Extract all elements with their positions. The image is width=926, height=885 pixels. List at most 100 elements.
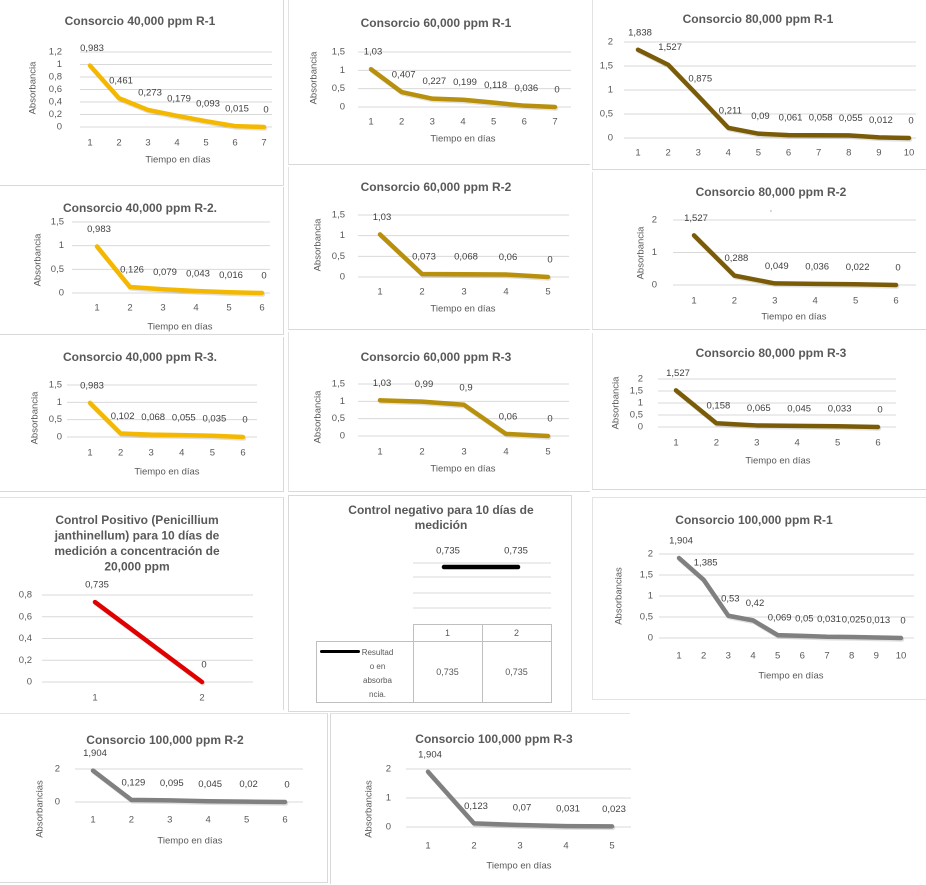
series-line-shadow [639, 51, 910, 139]
y-tick-label: 1 [386, 793, 391, 804]
chart-title: Consorcio 100,000 ppm R-1 [675, 513, 833, 527]
series-line [380, 400, 548, 436]
x-tick-label: 4 [193, 303, 198, 314]
y-tick-label: 2 [55, 764, 60, 775]
x-tick-label: 4 [179, 448, 184, 459]
y-tick-label: 1,5 [630, 386, 643, 397]
data-label: 1,385 [694, 557, 718, 568]
x-tick-label: 2 [419, 287, 424, 298]
y-tick-label: 1,5 [640, 570, 653, 581]
data-label: 0,068 [141, 412, 165, 423]
data-label: 0 [263, 105, 268, 116]
x-tick-label: 1 [691, 296, 696, 307]
data-label: 0 [895, 263, 900, 274]
data-label: 0,055 [839, 113, 863, 124]
x-tick-label: 1 [94, 303, 99, 314]
x-tick-label: 4 [503, 287, 508, 298]
data-table-corner [317, 625, 414, 642]
x-tick-label: 9 [876, 148, 881, 159]
x-tick-label: 2 [199, 693, 204, 704]
x-tick-label: 3 [461, 287, 466, 298]
data-label: 0,9 [459, 382, 472, 393]
data-label: 0,073 [412, 251, 436, 262]
data-label: 0,065 [747, 403, 771, 414]
data-label: 0,123 [464, 801, 488, 812]
data-label: 0,129 [122, 777, 146, 788]
data-label: 0,288 [725, 253, 749, 264]
x-tick-label: 3 [430, 117, 435, 128]
y-axis-title: Absorbancia [313, 390, 324, 444]
data-label: 1,838 [628, 27, 652, 38]
x-axis-title: Tiempo en días [486, 861, 551, 872]
x-tick-label: 6 [259, 303, 264, 314]
y-tick-label: 1 [638, 398, 643, 409]
x-tick-label: 9 [874, 651, 879, 662]
data-label: 0,05 [795, 613, 814, 624]
data-label: 0,99 [415, 379, 434, 390]
x-tick-label: 3 [754, 438, 759, 449]
y-tick-label: 1,5 [49, 380, 62, 391]
data-label: 1,03 [373, 378, 392, 389]
chart-title: Consorcio 60,000 ppm R-3 [361, 350, 512, 364]
y-axis-title: Absorbancia [28, 61, 39, 115]
data-label: 0 [908, 116, 913, 127]
y-tick-label: 0,5 [630, 410, 643, 421]
data-label: 0,158 [707, 401, 731, 412]
x-tick-label: 3 [696, 148, 701, 159]
y-tick-label: 0,8 [19, 590, 32, 601]
x-tick-label: 5 [203, 138, 208, 149]
y-axis-title: Absorbancia [636, 226, 647, 280]
x-tick-label: 5 [545, 287, 550, 298]
x-tick-label: 6 [522, 117, 527, 128]
data-label: 0,031 [556, 804, 580, 815]
data-label: 0,069 [768, 613, 792, 624]
data-table-header-row: 1 2 [317, 625, 552, 642]
y-axis-title: Absorbancias [35, 780, 46, 838]
x-tick-label: 4 [795, 438, 800, 449]
data-label: 0,02 [239, 779, 258, 790]
x-axis-title: Tiempo en días [758, 671, 823, 682]
data-label: 0,012 [869, 115, 893, 126]
data-table-legend-cell: Resultado en absorbancia. [317, 641, 414, 702]
data-label: 1,527 [658, 42, 682, 53]
x-axis-title: Tiempo en días [430, 134, 495, 145]
x-tick-label: 3 [160, 303, 165, 314]
x-axis-title: Tiempo en días [145, 155, 210, 166]
chart-title: janthinellum) para 10 días de [54, 529, 220, 543]
data-label: 0,023 [602, 804, 626, 815]
y-tick-label: 0,8 [49, 72, 62, 83]
data-label: 0,013 [866, 615, 890, 626]
data-label: 0,058 [809, 113, 833, 124]
y-tick-label: 0,2 [49, 109, 62, 120]
data-table-value-cell: 0,735 [413, 641, 482, 702]
x-tick-label: 7 [824, 651, 829, 662]
data-label: 0,211 [719, 105, 742, 116]
data-label: 0,015 [225, 104, 249, 115]
series-line [679, 558, 901, 638]
x-tick-label: 1 [425, 841, 430, 852]
data-label: 0,031 [817, 614, 841, 625]
series-line-shadow [680, 560, 902, 640]
y-axis-title: Absorbancia [33, 233, 44, 287]
chart-title: medición a concentración de [54, 544, 220, 558]
x-tick-label: 5 [756, 148, 761, 159]
data-label: 0 [900, 616, 905, 627]
series-line [428, 772, 612, 827]
y-tick-label: 0,5 [332, 413, 345, 424]
chart-title: Consorcio 80,000 ppm R-3 [696, 346, 847, 360]
y-tick-label: 0 [27, 677, 32, 688]
data-table-header-cell: 2 [482, 625, 551, 642]
y-tick-label: 0,5 [640, 612, 653, 623]
data-label: 0 [877, 405, 882, 416]
chart-svg: Consorcio 40,000 ppm R-100,20,40,60,811,… [0, 0, 284, 186]
y-tick-label: 0,2 [19, 655, 32, 666]
x-tick-label: 2 [714, 438, 719, 449]
y-axis-title: Absorbancia [30, 391, 41, 445]
